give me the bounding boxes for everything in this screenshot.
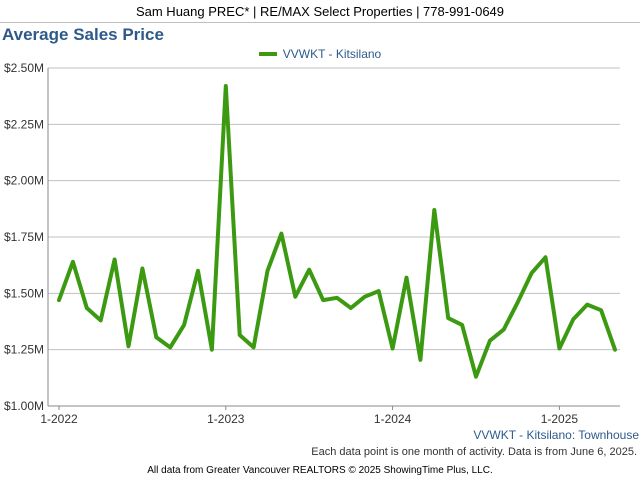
legend-label: VVWKT - Kitsilano — [282, 47, 382, 61]
data-point — [252, 345, 256, 349]
data-point — [585, 303, 589, 307]
data-point — [266, 269, 269, 273]
data-point — [418, 358, 422, 362]
data-point — [127, 344, 130, 348]
data-point — [168, 345, 172, 349]
y-tick-label: $2.25M — [4, 117, 44, 131]
data-point — [613, 348, 617, 352]
data-point — [279, 232, 283, 236]
x-tick-label: 1-2025 — [541, 412, 579, 426]
data-point — [349, 306, 353, 310]
data-point — [154, 335, 158, 339]
data-point — [488, 339, 492, 343]
footer-text: All data from Greater Vancouver REALTORS… — [147, 464, 493, 476]
agent-header-bar: Sam Huang PREC* | RE/MAX Select Properti… — [0, 0, 640, 23]
data-point — [71, 260, 75, 264]
y-tick-label: $1.75M — [4, 230, 44, 244]
x-tick-label: 1-2022 — [40, 412, 78, 426]
data-point — [99, 318, 103, 322]
data-point — [140, 267, 144, 271]
y-tick-label: $1.00M — [4, 399, 44, 413]
data-point — [516, 300, 520, 304]
x-tick-label: 1-2024 — [374, 412, 412, 426]
data-point — [432, 208, 436, 212]
data-point — [599, 308, 603, 312]
data-point — [446, 316, 450, 320]
data-point — [182, 323, 186, 327]
legend-swatch — [258, 52, 277, 56]
x-tick-label: 1-2023 — [207, 412, 245, 426]
data-point — [474, 375, 478, 379]
line-chart: $1.00M $1.25M $1.50M $1.75M $2.00M $2.25M $2.5… — [4, 61, 620, 426]
data-point — [224, 84, 228, 88]
data-point — [113, 258, 117, 262]
agent-line: Sam Huang PREC* | RE/MAX Select Properti… — [135, 3, 505, 19]
data-point — [460, 323, 464, 327]
data-point — [377, 289, 381, 293]
data-point — [307, 268, 311, 272]
data-point — [363, 295, 367, 299]
data-point — [502, 327, 506, 331]
series-caption: VVWKT - Kitsilano: Townhouse — [473, 428, 639, 442]
y-tick-label: $2.00M — [4, 174, 44, 188]
data-note: Each data point is one month of activity… — [311, 446, 637, 458]
data-point — [544, 255, 547, 259]
chart-legend: VVWKT - Kitsilano — [0, 46, 640, 62]
y-tick-label: $1.50M — [4, 286, 44, 300]
data-point — [391, 347, 395, 351]
chart-title: Average Sales Price — [2, 25, 164, 44]
data-point — [196, 269, 200, 273]
data-point — [293, 295, 297, 299]
data-point — [335, 296, 339, 300]
data-point — [85, 306, 89, 310]
y-tick-label: $2.50M — [4, 61, 44, 75]
data-point — [210, 348, 214, 352]
series-line — [57, 84, 617, 379]
footer-credit: All data from Greater Vancouver REALTORS… — [0, 460, 640, 480]
data-point — [571, 317, 575, 321]
y-tick-label: $1.25M — [4, 343, 44, 357]
data-point — [321, 298, 325, 302]
data-point — [530, 271, 534, 275]
data-point — [557, 347, 561, 351]
data-point — [405, 276, 408, 280]
data-point — [238, 333, 242, 337]
data-point — [57, 298, 61, 302]
